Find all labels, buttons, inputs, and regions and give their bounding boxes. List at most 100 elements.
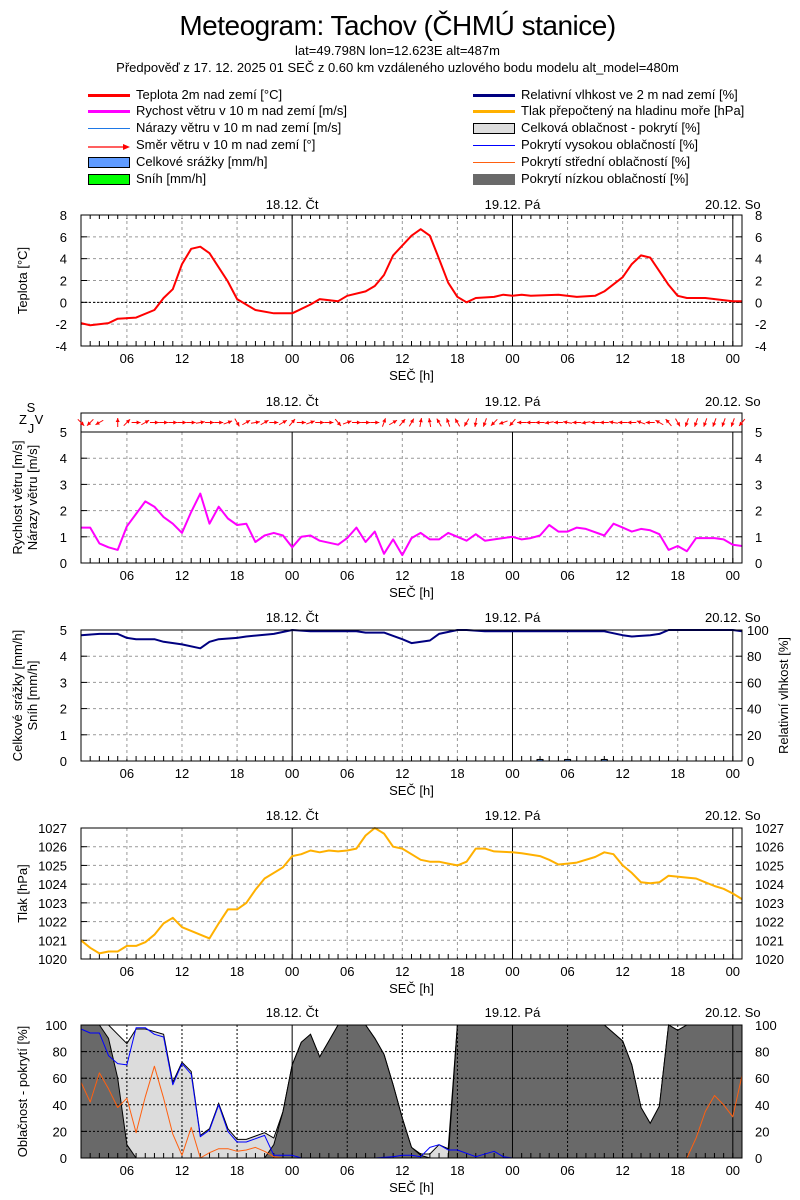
arrow-head bbox=[136, 420, 141, 425]
plot-frame bbox=[80, 431, 743, 564]
arrow-head bbox=[563, 420, 568, 425]
wind-direction-arrow bbox=[141, 419, 150, 426]
y-tick-label-right: 1023 bbox=[755, 896, 784, 911]
arrow-head bbox=[290, 419, 295, 424]
y-tick-label: 1023 bbox=[38, 896, 67, 911]
day-label: 19.12. Pá bbox=[485, 610, 541, 625]
compass-west-label: Z bbox=[19, 412, 27, 427]
y-tick-label: 5 bbox=[60, 425, 67, 440]
wind-direction-arrow bbox=[730, 418, 735, 427]
y-tick-label-right: 4 bbox=[755, 451, 762, 466]
wind-direction-arrow bbox=[324, 420, 334, 425]
legend-label: Celková oblačnost - pokrytí [%] bbox=[521, 120, 701, 135]
y-tick-label-right: 1025 bbox=[755, 858, 784, 873]
x-tick-label: 00 bbox=[285, 964, 299, 979]
arrow-head bbox=[144, 420, 150, 424]
y-tick-label-right: 1022 bbox=[755, 915, 784, 930]
arrow-head bbox=[264, 420, 269, 424]
x-tick-label: 06 bbox=[340, 964, 354, 979]
legend-swatch bbox=[473, 123, 515, 134]
y-tick-label-right: 100 bbox=[755, 1018, 777, 1033]
arrow-head bbox=[255, 420, 260, 425]
legend-swatch bbox=[88, 94, 130, 97]
arrow-head bbox=[526, 420, 531, 425]
y-tick-label: 1022 bbox=[38, 915, 67, 930]
wind-direction-arrow bbox=[703, 418, 708, 427]
x-axis-label: SEČ [h] bbox=[389, 783, 434, 798]
legend-swatch bbox=[88, 157, 130, 168]
y-axis-label-right: Relativní vlhkost [%] bbox=[776, 637, 791, 754]
y-tick-label: 0 bbox=[60, 295, 67, 310]
y-tick-label-right: 0 bbox=[755, 1151, 762, 1166]
wind-direction-arrow bbox=[77, 418, 85, 427]
wind-direction-arrow bbox=[195, 420, 205, 425]
day-label: 19.12. Pá bbox=[485, 197, 541, 212]
legend-swatch bbox=[88, 128, 130, 129]
wind-direction-arrow bbox=[370, 420, 380, 425]
arrow-head bbox=[320, 420, 325, 425]
legend-label: Pokrytí nízkou oblačností [%] bbox=[521, 171, 689, 186]
arrow-head bbox=[739, 421, 744, 426]
forecast-info: Předpověď z 17. 12. 2025 01 SEČ z 0.60 k… bbox=[116, 60, 679, 75]
wind-direction-arrow bbox=[655, 419, 664, 426]
arrow-head bbox=[164, 420, 169, 425]
x-axis-label: SEČ [h] bbox=[389, 1180, 434, 1195]
x-tick-label: 18 bbox=[671, 351, 685, 366]
legend-label: Pokrytí střední oblačností [%] bbox=[521, 154, 691, 169]
y-tick-label: 5 bbox=[60, 623, 67, 638]
y-tick-label: 6 bbox=[60, 230, 67, 245]
y-axis-label: Rychlost větru [m/s] bbox=[10, 440, 25, 554]
arrow-head bbox=[95, 421, 100, 425]
x-tick-label: 18 bbox=[450, 1163, 464, 1178]
x-tick-label: 12 bbox=[175, 351, 189, 366]
location-info: lat=49.798N lon=12.623E alt=487m bbox=[295, 43, 500, 58]
plot-frame bbox=[80, 629, 743, 762]
y-tick-label-right: 20 bbox=[755, 1124, 769, 1139]
y-tick-label: 8 bbox=[60, 208, 67, 223]
series-line bbox=[80, 1065, 743, 1159]
wind-direction-arrow bbox=[563, 420, 573, 425]
x-tick-label: 06 bbox=[560, 568, 574, 583]
wind-direction-arrow bbox=[149, 420, 159, 425]
arrow-head bbox=[455, 418, 459, 424]
day-label: 20.12. So bbox=[705, 197, 761, 212]
arrow-head bbox=[499, 420, 504, 425]
wind-direction-arrow bbox=[278, 419, 288, 426]
arrow-head bbox=[310, 420, 315, 425]
day-label: 19.12. Pá bbox=[485, 394, 541, 409]
y-tick-label-right: 1027 bbox=[755, 821, 784, 836]
wind-direction-arrow bbox=[446, 418, 451, 427]
wind-direction-arrow bbox=[260, 419, 269, 426]
arrow-head bbox=[329, 420, 334, 425]
wind-direction-arrow bbox=[590, 420, 600, 425]
wind-direction-arrow bbox=[86, 418, 94, 427]
wind-direction-arrow bbox=[599, 420, 609, 425]
y-tick-label-right: 80 bbox=[755, 1045, 769, 1060]
x-tick-label: 12 bbox=[175, 964, 189, 979]
y-tick-label-right: 4 bbox=[755, 252, 762, 267]
arrow-head bbox=[446, 418, 450, 423]
wind-direction-arrow bbox=[712, 418, 717, 427]
plot-frame bbox=[80, 214, 743, 347]
arrow-head bbox=[191, 420, 196, 425]
arrow-head bbox=[401, 419, 406, 424]
x-tick-label: 00 bbox=[505, 1163, 519, 1178]
legend-label: Nárazy větru v 10 m nad zemí [m/s] bbox=[136, 120, 342, 135]
y-tick-label-right: 0 bbox=[747, 754, 754, 769]
day-label: 20.12. So bbox=[705, 808, 761, 823]
y-tick-label-right: 1024 bbox=[755, 877, 784, 892]
legend-label: Pokrytí vysokou oblačností [%] bbox=[521, 137, 699, 152]
arrow-head bbox=[618, 420, 623, 425]
y-tick-label: 2 bbox=[60, 274, 67, 289]
x-tick-label: 18 bbox=[230, 568, 244, 583]
y-tick-label-right: 1026 bbox=[755, 840, 784, 855]
x-tick-label: 06 bbox=[560, 766, 574, 781]
y-tick-label: -4 bbox=[55, 339, 67, 354]
wind-direction-arrow bbox=[572, 420, 582, 425]
x-tick-label: 00 bbox=[285, 1163, 299, 1178]
legend-swatch bbox=[88, 140, 130, 150]
day-label: 18.12. Čt bbox=[266, 808, 319, 823]
x-tick-label: 12 bbox=[395, 1163, 409, 1178]
x-tick-label: 12 bbox=[615, 766, 629, 781]
day-label: 20.12. So bbox=[705, 610, 761, 625]
